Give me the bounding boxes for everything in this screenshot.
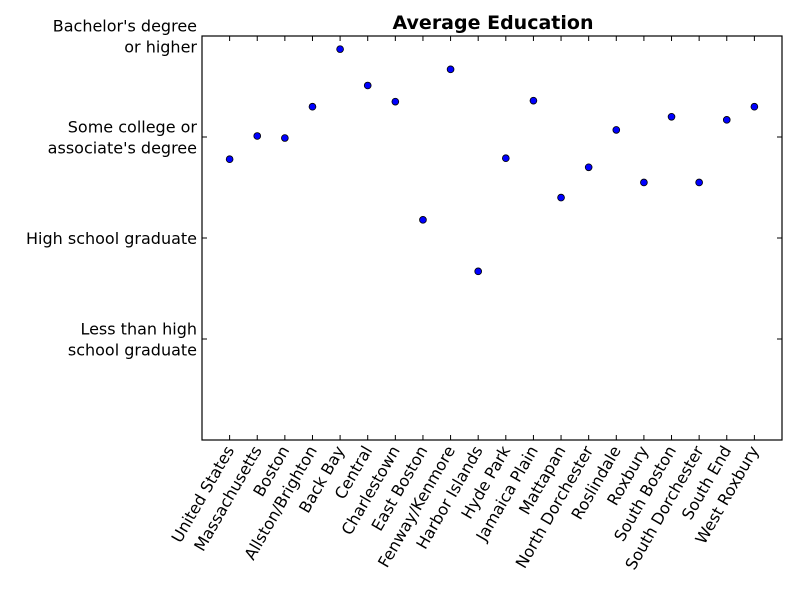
y-tick-label: or higher: [124, 38, 197, 57]
data-point: [750, 102, 759, 111]
data-point: [308, 102, 317, 111]
data-point: [253, 132, 262, 140]
data-point: [695, 178, 703, 187]
y-tick-label: associate's degree: [48, 139, 197, 158]
y-tick-label: Some college or: [68, 118, 198, 137]
data-point: [502, 154, 510, 163]
data-point: [612, 126, 621, 134]
data-point: [446, 65, 455, 74]
data-point: [529, 96, 538, 105]
data-point: [225, 155, 234, 164]
data-point: [584, 163, 593, 172]
chart-title: Average Education: [393, 12, 594, 34]
y-tick-label: High school graduate: [26, 229, 197, 248]
y-axis: Less than high school graduate High school…: [26, 17, 782, 360]
data-point: [667, 113, 676, 121]
y-tick-label: school graduate: [68, 341, 197, 360]
data-point: [391, 97, 400, 106]
data-point: [557, 193, 565, 202]
data-point: [474, 267, 482, 276]
data-point: [722, 116, 731, 124]
y-tick-label: Less than high: [80, 320, 197, 339]
y-tick-label: Bachelor's degree: [53, 17, 197, 36]
data-point: [640, 178, 648, 187]
data-points: [225, 45, 759, 276]
data-point: [281, 134, 289, 142]
plot-frame: [201, 35, 783, 441]
data-point: [363, 81, 372, 90]
data-point: [336, 45, 344, 53]
data-point: [419, 216, 427, 224]
